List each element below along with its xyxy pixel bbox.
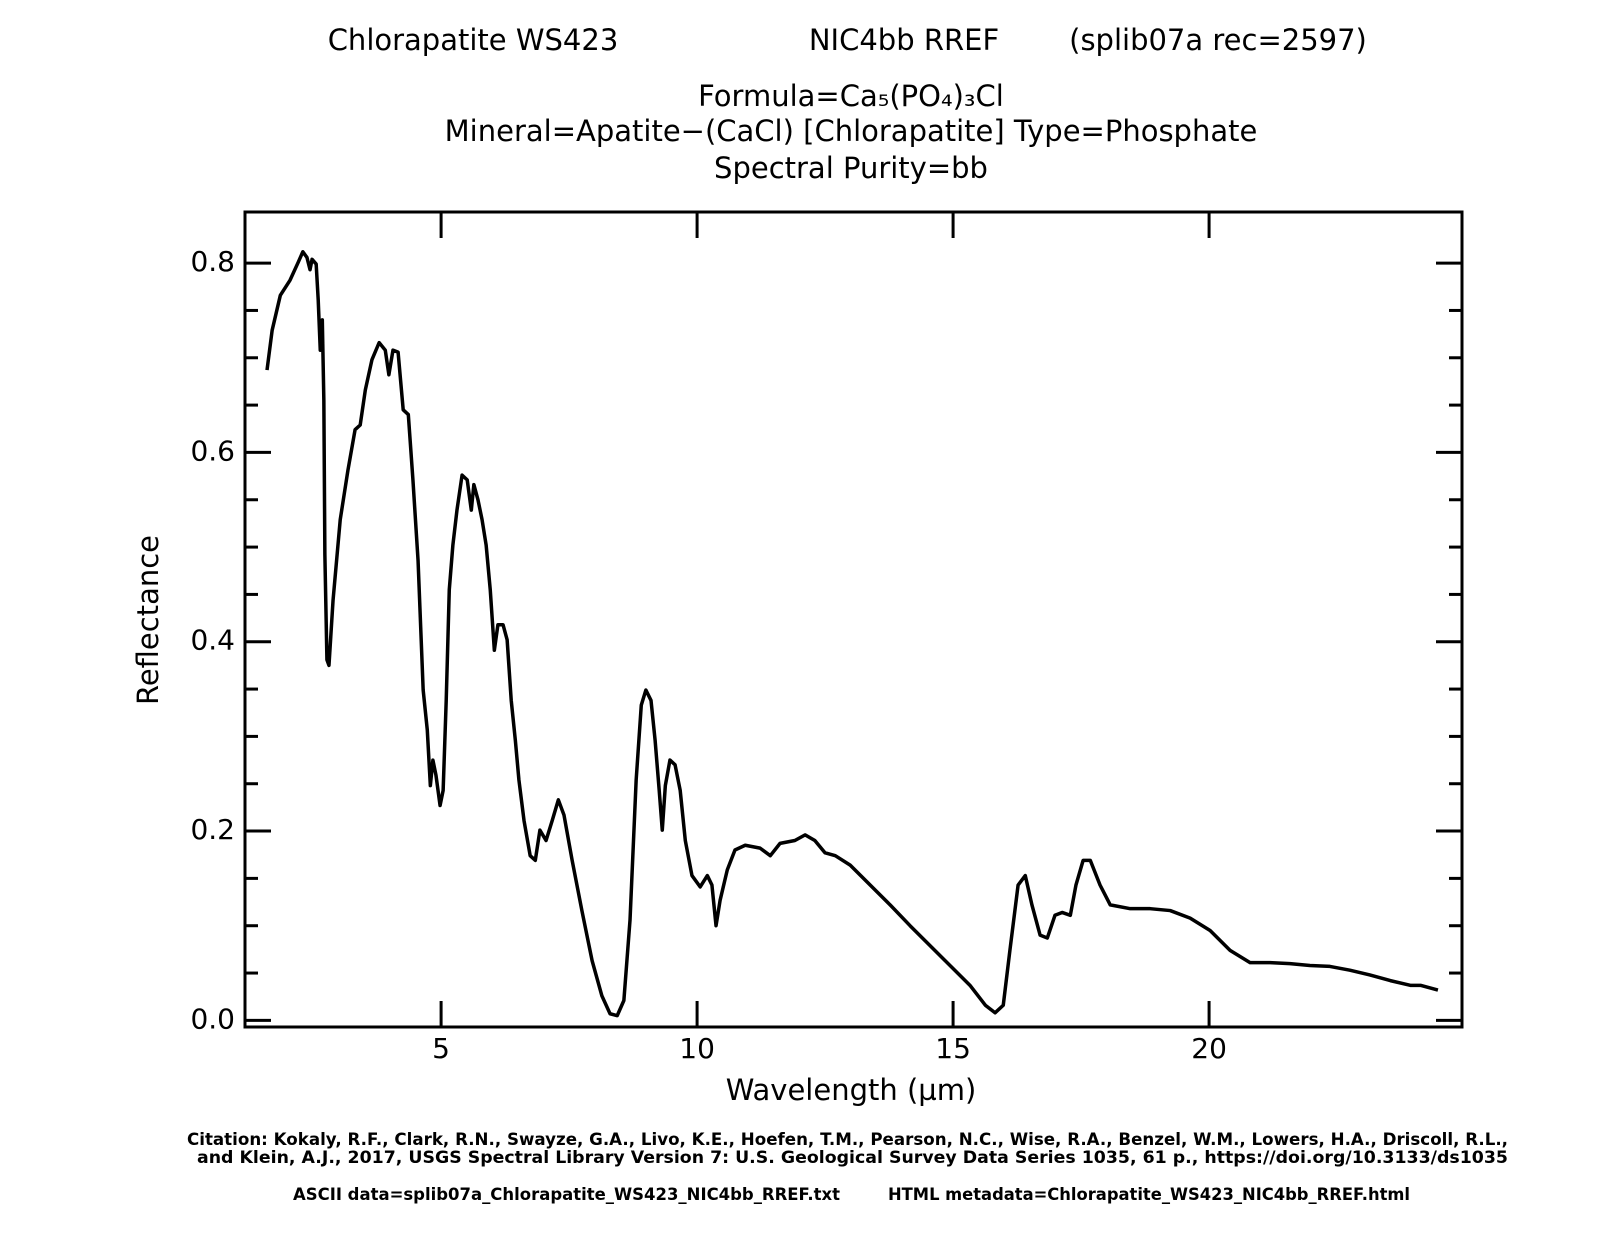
y-tick-label: 0.8: [190, 245, 235, 278]
file-name: ASCII data=splib07a_Chlorapatite_WS423_N…: [293, 1185, 840, 1205]
y-tick-label: 0.4: [190, 624, 235, 657]
plot-frame: [243, 210, 1464, 1029]
y-tick-label: 0.0: [190, 1002, 235, 1035]
x-axis-label: Wavelength (µm): [726, 1073, 977, 1107]
y-tick-label: 0.2: [190, 813, 235, 846]
y-axis-label: Reflectance: [131, 535, 165, 705]
x-tick-label: 15: [935, 1032, 971, 1065]
subtitle: Formula=Ca₅(PO₄)₃Cl: [698, 79, 1004, 113]
title: (splib07a rec=2597): [1069, 23, 1367, 57]
file-name: HTML metadata=Chlorapatite_WS423_NIC4bb_…: [888, 1185, 1410, 1205]
x-tick-label: 20: [1191, 1032, 1227, 1065]
citation: Citation: Kokaly, R.F., Clark, R.N., Swa…: [187, 1130, 1508, 1150]
x-tick-label: 10: [679, 1032, 715, 1065]
y-tick-label: 0.6: [190, 434, 235, 467]
subtitle: Mineral=Apatite−(CaCl) [Chlorapatite] Ty…: [445, 114, 1258, 148]
subtitle: Spectral Purity=bb: [714, 151, 988, 185]
title: NIC4bb RREF: [809, 23, 999, 57]
title: Chlorapatite WS423: [328, 23, 619, 57]
x-tick-label: 5: [432, 1032, 450, 1065]
spectrum-line: [265, 250, 1439, 1018]
citation: and Klein, A.J., 2017, USGS Spectral Lib…: [197, 1148, 1508, 1168]
